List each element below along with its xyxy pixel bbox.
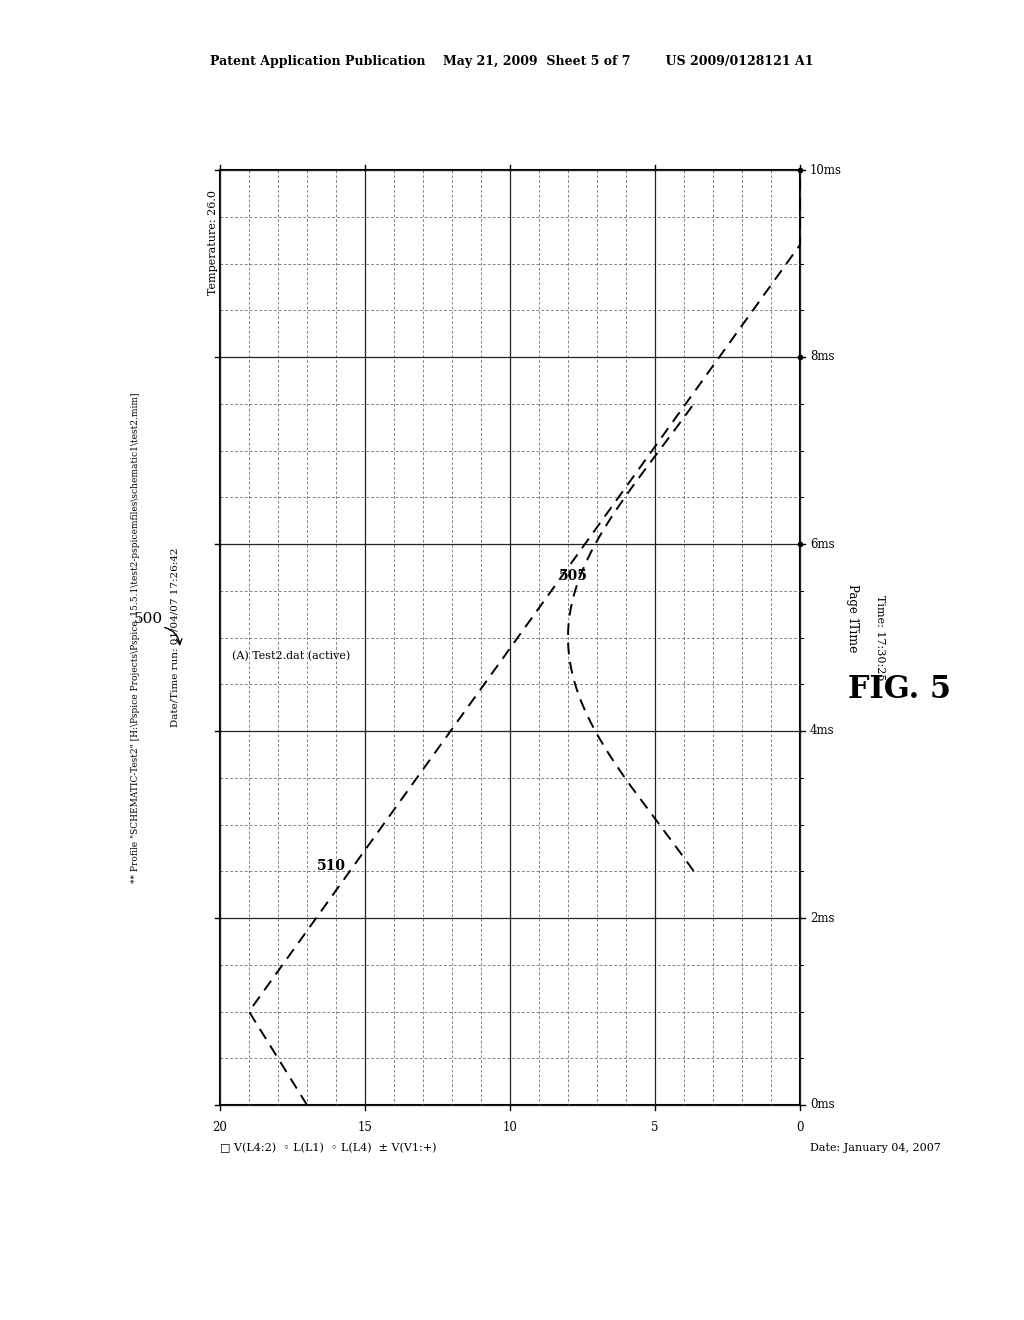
Text: 2ms: 2ms xyxy=(810,912,835,924)
Text: Temperature: 26.0: Temperature: 26.0 xyxy=(208,190,218,294)
Text: Date/Time run: 01/04/07 17:26:42: Date/Time run: 01/04/07 17:26:42 xyxy=(171,548,179,727)
Text: Time: Time xyxy=(846,622,858,653)
Text: 20: 20 xyxy=(213,1121,227,1134)
Bar xyxy=(220,170,800,1105)
Text: 505: 505 xyxy=(558,569,588,582)
Text: (A) Test2.dat (active): (A) Test2.dat (active) xyxy=(232,651,350,661)
Text: Time: 17:30:25: Time: 17:30:25 xyxy=(874,595,885,680)
Text: 10ms: 10ms xyxy=(810,164,842,177)
Text: 6ms: 6ms xyxy=(810,537,835,550)
Text: FIG. 5: FIG. 5 xyxy=(849,675,951,705)
Text: Page 1: Page 1 xyxy=(846,585,858,624)
Text: 500: 500 xyxy=(133,611,163,626)
Text: 4ms: 4ms xyxy=(810,725,835,738)
Text: 5: 5 xyxy=(651,1121,658,1134)
Text: Patent Application Publication    May 21, 2009  Sheet 5 of 7        US 2009/0128: Patent Application Publication May 21, 2… xyxy=(210,55,814,69)
Text: □ V(L4:2)  ◦ L(L1)  ◦ L(L4)  ± V(V1:+): □ V(L4:2) ◦ L(L1) ◦ L(L4) ± V(V1:+) xyxy=(220,1143,436,1154)
Text: 0ms: 0ms xyxy=(810,1098,835,1111)
Text: 8ms: 8ms xyxy=(810,351,835,363)
Text: ** Profile "SCHEMATIC-Test2" [H:\Pspice Projects\Pspice_15.5.1\test2-pspicemfile: ** Profile "SCHEMATIC-Test2" [H:\Pspice … xyxy=(130,392,140,883)
Text: 15: 15 xyxy=(357,1121,373,1134)
Text: 0: 0 xyxy=(797,1121,804,1134)
Text: 510: 510 xyxy=(316,859,345,874)
Text: 10: 10 xyxy=(503,1121,517,1134)
Text: Date: January 04, 2007: Date: January 04, 2007 xyxy=(810,1143,941,1152)
